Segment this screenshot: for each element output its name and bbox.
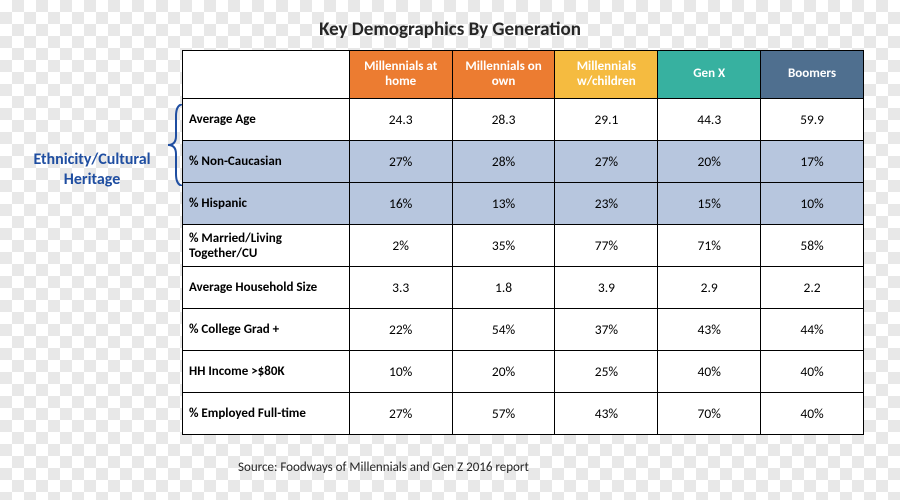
- cell: 57%: [452, 393, 555, 435]
- cell: 43%: [658, 309, 761, 351]
- cell: 16%: [349, 183, 452, 225]
- cell: 10%: [349, 351, 452, 393]
- cell: 13%: [452, 183, 555, 225]
- cell: 27%: [349, 141, 452, 183]
- col-header-4: Boomers: [761, 51, 864, 99]
- cell: 35%: [452, 225, 555, 267]
- table-row: HH Income >$80K10%20%25%40%40%: [183, 351, 864, 393]
- cell: 37%: [555, 309, 658, 351]
- table-row: % Married/Living Together/CU2%35%77%71%5…: [183, 225, 864, 267]
- cell: 29.1: [555, 99, 658, 141]
- row-label: % Married/Living Together/CU: [183, 225, 350, 267]
- table-row: Average Household Size3.31.83.92.92.2: [183, 267, 864, 309]
- cell: 20%: [658, 141, 761, 183]
- cell: 25%: [555, 351, 658, 393]
- cell: 15%: [658, 183, 761, 225]
- cell: 28.3: [452, 99, 555, 141]
- cell: 2%: [349, 225, 452, 267]
- cell: 44.3: [658, 99, 761, 141]
- cell: 40%: [761, 393, 864, 435]
- ethnicity-annotation: Ethnicity/Cultural Heritage: [12, 150, 172, 190]
- cell: 2.2: [761, 267, 864, 309]
- row-label: % Employed Full-time: [183, 393, 350, 435]
- cell: 20%: [452, 351, 555, 393]
- cell: 71%: [658, 225, 761, 267]
- cell: 27%: [349, 393, 452, 435]
- cell: 27%: [555, 141, 658, 183]
- row-label: % Hispanic: [183, 183, 350, 225]
- header-corner: [183, 51, 350, 99]
- col-header-3: Gen X: [658, 51, 761, 99]
- row-label: HH Income >$80K: [183, 351, 350, 393]
- cell: 58%: [761, 225, 864, 267]
- table-row: % Non-Caucasian27%28%27%20%17%: [183, 141, 864, 183]
- cell: 24.3: [349, 99, 452, 141]
- cell: 40%: [761, 351, 864, 393]
- cell: 40%: [658, 351, 761, 393]
- cell: 10%: [761, 183, 864, 225]
- cell: 43%: [555, 393, 658, 435]
- cell: 44%: [761, 309, 864, 351]
- cell: 22%: [349, 309, 452, 351]
- demographics-table: Millennials at home Millennials on own M…: [182, 50, 864, 435]
- row-label: Average Household Size: [183, 267, 350, 309]
- source-text: Source: Foodways of Millennials and Gen …: [238, 460, 529, 475]
- row-label: Average Age: [183, 99, 350, 141]
- table-header-row: Millennials at home Millennials on own M…: [183, 51, 864, 99]
- cell: 17%: [761, 141, 864, 183]
- row-label: % Non-Caucasian: [183, 141, 350, 183]
- col-header-1: Millennials on own: [452, 51, 555, 99]
- cell: 77%: [555, 225, 658, 267]
- chart-title: Key Demographics By Generation: [0, 18, 900, 41]
- table-row: % College Grad +22%54%37%43%44%: [183, 309, 864, 351]
- cell: 23%: [555, 183, 658, 225]
- col-header-0: Millennials at home: [349, 51, 452, 99]
- cell: 3.3: [349, 267, 452, 309]
- cell: 54%: [452, 309, 555, 351]
- table-row: Average Age24.328.329.144.359.9: [183, 99, 864, 141]
- cell: 1.8: [452, 267, 555, 309]
- col-header-2: Millennials w/children: [555, 51, 658, 99]
- cell: 59.9: [761, 99, 864, 141]
- cell: 2.9: [658, 267, 761, 309]
- table-row: % Employed Full-time27%57%43%70%40%: [183, 393, 864, 435]
- cell: 70%: [658, 393, 761, 435]
- cell: 3.9: [555, 267, 658, 309]
- cell: 28%: [452, 141, 555, 183]
- table-row: % Hispanic16%13%23%15%10%: [183, 183, 864, 225]
- row-label: % College Grad +: [183, 309, 350, 351]
